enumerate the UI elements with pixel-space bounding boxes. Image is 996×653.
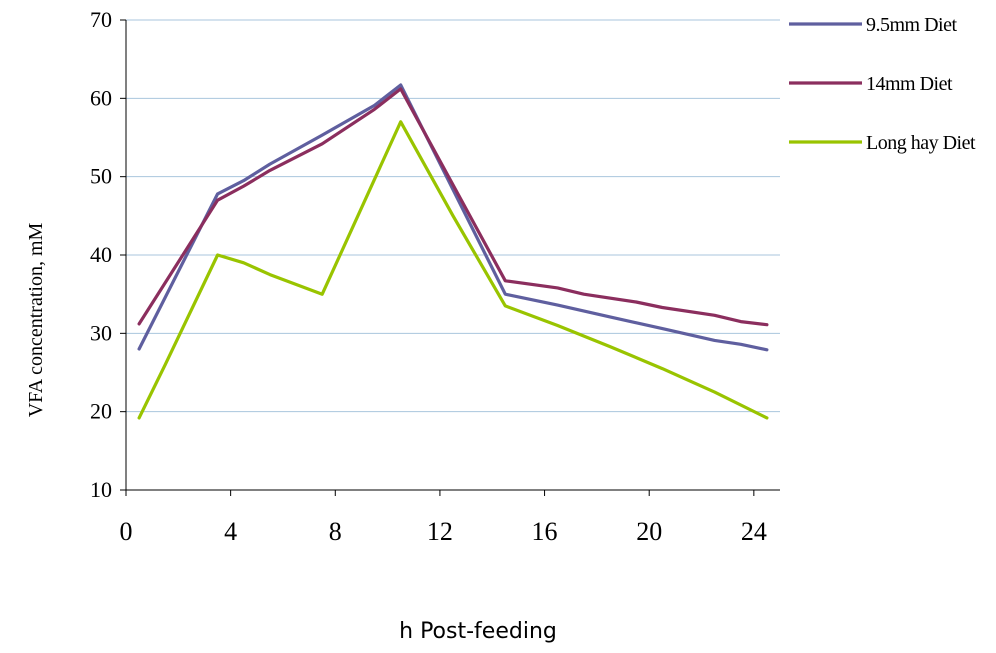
- y-axis-label: VFA concentration, mM: [25, 222, 47, 417]
- legend: 9.5mm Diet 14mm Diet Long hay Diet: [789, 14, 976, 154]
- x-tick-label-0: 0: [120, 517, 133, 546]
- x-tick-label-24: 24: [741, 517, 767, 546]
- series-lines: [137, 83, 769, 420]
- x-tick-label-12: 12: [427, 517, 453, 546]
- x-tick-label-16: 16: [532, 517, 558, 546]
- tick-labels: 10 20 30 40 50 60 70 0 4 8 12 16 20 24: [90, 7, 767, 546]
- x-tick-label-20: 20: [636, 517, 662, 546]
- axes: [120, 19, 780, 496]
- y-tick-label-50: 50: [90, 164, 112, 189]
- legend-label-3: Long hay Diet: [866, 132, 976, 154]
- x-tick-label-8: 8: [329, 517, 342, 546]
- x-tick-label-4: 4: [224, 517, 237, 546]
- y-tick-label-70: 70: [90, 7, 112, 32]
- legend-label-1: 9.5mm Diet: [866, 14, 957, 36]
- y-tick-label-20: 20: [90, 399, 112, 424]
- gridlines: [126, 19, 780, 413]
- series-line-3: [137, 120, 769, 420]
- series-line-1: [137, 83, 769, 352]
- series-line-2: [137, 87, 769, 327]
- x-axis-label: h Post-feeding: [399, 619, 557, 644]
- y-tick-label-40: 40: [90, 242, 112, 267]
- y-tick-label-30: 30: [90, 320, 112, 345]
- y-tick-label-60: 60: [90, 85, 112, 110]
- legend-label-2: 14mm Diet: [866, 73, 953, 95]
- y-tick-label-10: 10: [90, 477, 112, 502]
